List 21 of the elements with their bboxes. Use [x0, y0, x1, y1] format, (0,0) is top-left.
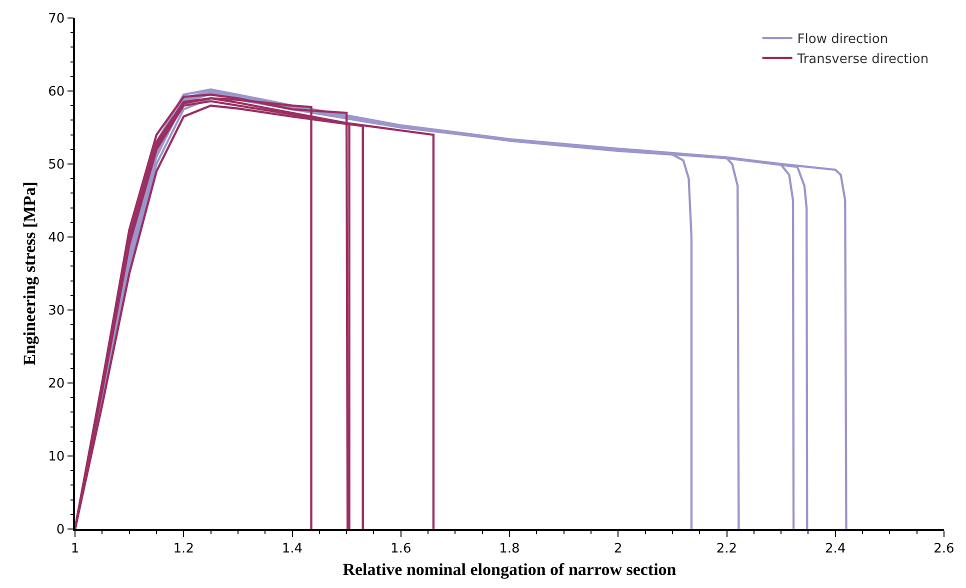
- y-tick-label: 20: [48, 376, 65, 392]
- x-tick-label: 1: [70, 541, 80, 556]
- x-tick-label: 1.4: [282, 541, 303, 556]
- y-tick-label: 60: [48, 84, 65, 100]
- x-tick-label: 2.2: [716, 541, 738, 556]
- x-tick-label: 2.4: [825, 541, 846, 556]
- y-axis-title: Engineering stress [MPa]: [20, 182, 40, 366]
- x-tick-label: 1.6: [390, 541, 412, 556]
- y-tick-label: 10: [48, 450, 65, 465]
- y-tick-label: 70: [48, 12, 65, 27]
- x-tick-label: 2.6: [934, 541, 954, 556]
- y-tick-label: 0: [56, 522, 65, 538]
- y-tick-label: 40: [48, 230, 65, 246]
- x-tick-label: 1.2: [173, 541, 194, 556]
- legend-label: Flow direction: [797, 32, 888, 48]
- y-tick-label: 50: [48, 158, 65, 173]
- y-tick-label: 30: [48, 304, 65, 319]
- x-tick-label: 1.8: [499, 541, 520, 556]
- x-tick-label: 2: [614, 541, 622, 556]
- legend-label: Transverse direction: [796, 52, 929, 68]
- x-axis-title: Relative nominal elongation of narrow section: [342, 560, 677, 580]
